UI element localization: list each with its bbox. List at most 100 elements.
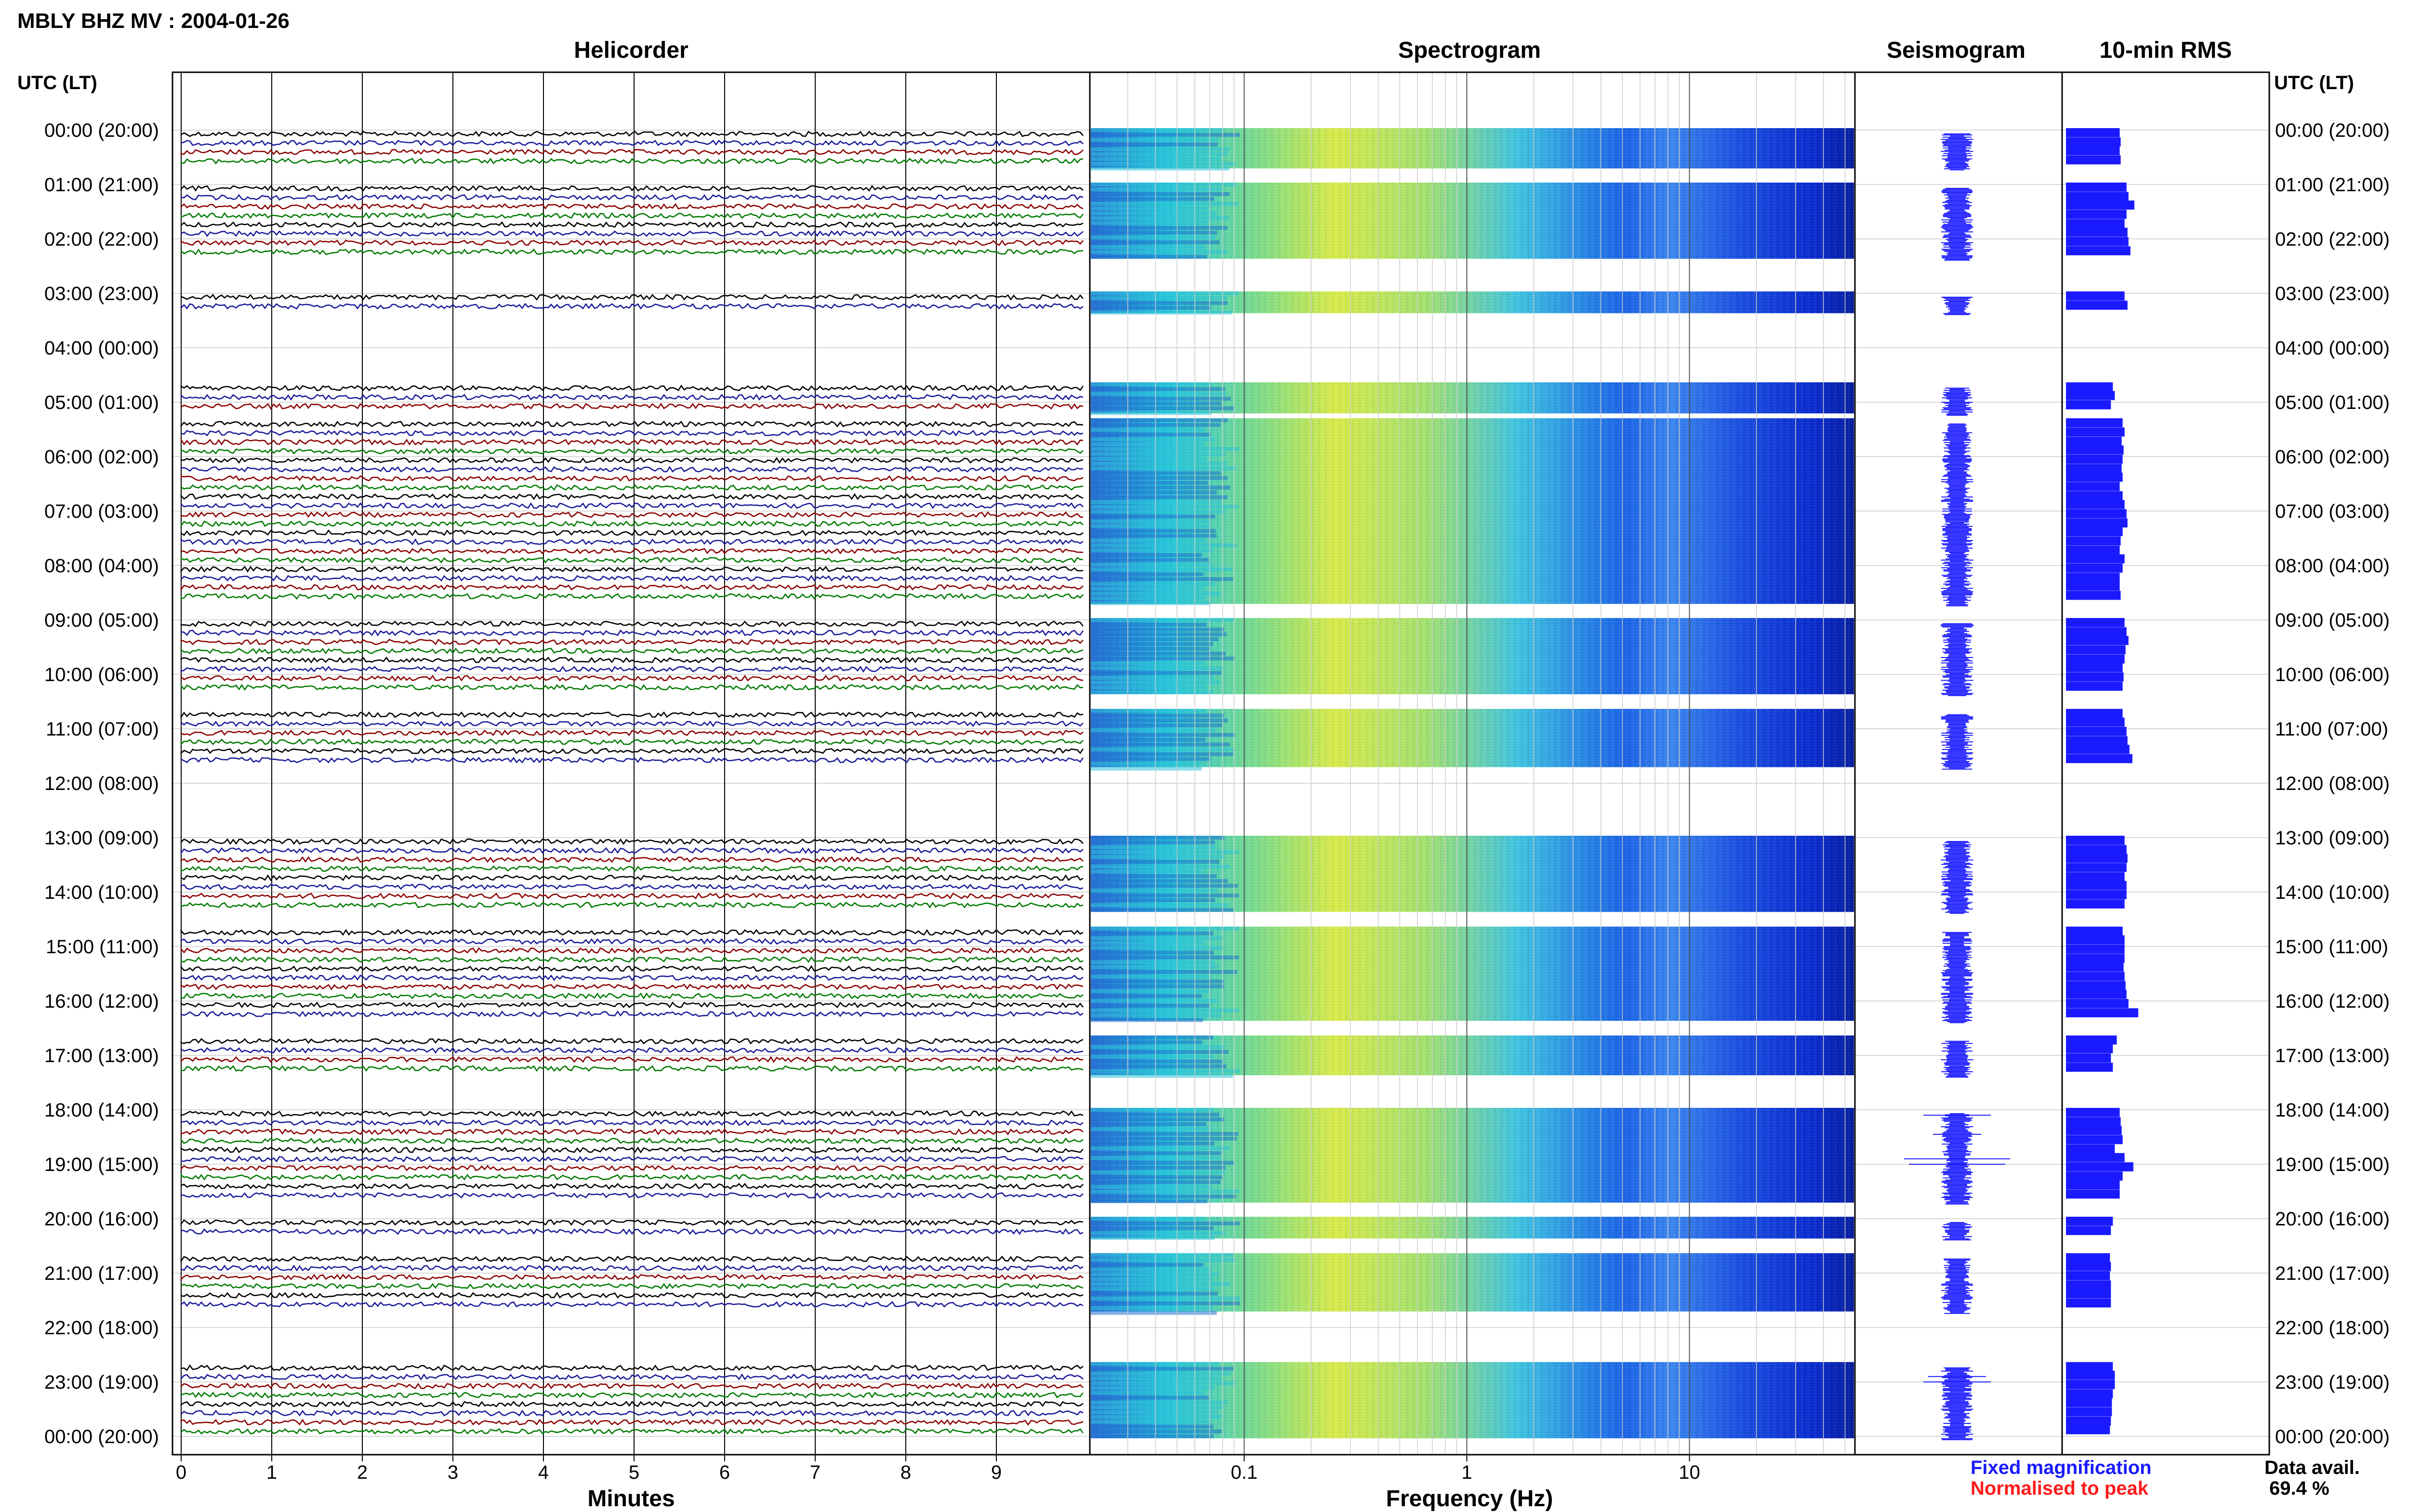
helicorder-trace (180, 992, 1084, 1000)
spectrogram-lowband (1091, 926, 1239, 931)
spectrogram-lowband (1091, 510, 1226, 514)
spectrogram-lowband (1091, 1415, 1222, 1419)
spectrogram-lowband (1091, 461, 1227, 466)
spectrogram-lowband (1091, 147, 1230, 151)
spectrogram-lowband (1091, 661, 1204, 665)
spectrogram-lowband (1091, 1226, 1214, 1230)
rms-bar (2066, 400, 2111, 409)
spectrogram-lowband (1091, 192, 1230, 196)
helicorder-trace (180, 1001, 1084, 1009)
spectrogram-lowband (1091, 1272, 1218, 1276)
rms-bar (2066, 1407, 2112, 1417)
minutes-axis-label: Minutes (587, 1486, 675, 1512)
time-label-left: 10:00 (06:00) (44, 664, 159, 685)
rms-bar (2066, 1053, 2111, 1063)
spectrogram-lowband (1091, 874, 1217, 878)
spectrogram-lowband (1091, 128, 1223, 132)
rms-bar (2066, 1380, 2115, 1389)
helicorder-trace (180, 1065, 1084, 1072)
helicorder-trace (180, 974, 1084, 982)
spectrogram-lowband (1091, 979, 1224, 984)
helicorder-trace (180, 149, 1084, 156)
helicorder-trace (180, 230, 1084, 237)
rms-bar (2066, 1370, 2115, 1380)
spectrogram-lowband (1091, 1410, 1218, 1414)
rms-bar (2066, 1035, 2117, 1045)
spectrogram-lowband (1091, 685, 1206, 689)
rms-panel (2066, 128, 2139, 1434)
rms-bar (2066, 155, 2121, 165)
helicorder-trace (180, 239, 1084, 246)
spectrogram-lowband (1091, 291, 1239, 295)
helicorder-trace (180, 548, 1084, 555)
helicorder-trace (180, 1382, 1084, 1390)
rms-bar (2066, 418, 2123, 428)
time-label-left: 19:00 (15:00) (44, 1154, 159, 1175)
spectrogram-lowband (1091, 296, 1228, 300)
spectrogram-lowband (1091, 1054, 1214, 1059)
spectrogram-lowband (1091, 505, 1239, 509)
minutes-axis: 0 1 2 3 4 5 6 7 8 9 (176, 1455, 1002, 1483)
helicorder-trace (180, 865, 1084, 872)
spectrogram-lowband (1091, 879, 1228, 883)
spectrogram-lowband (1091, 1069, 1240, 1073)
spectrogram-lowband (1091, 411, 1211, 415)
helicorder-trace (180, 892, 1084, 899)
helicorder-trace (180, 1409, 1084, 1417)
spectrogram-lowband (1091, 1118, 1224, 1121)
time-label-right: 14:00 (10:00) (2275, 882, 2390, 903)
spectrogram-lowband (1091, 898, 1216, 902)
minute-tick-label: 4 (538, 1462, 549, 1483)
spectrogram-lowband (1091, 1287, 1215, 1291)
minute-tick-label: 7 (810, 1462, 821, 1483)
spectrogram-lowband (1091, 941, 1203, 945)
spectrogram-lowband (1091, 752, 1233, 756)
spectrogram-lowband (1091, 567, 1233, 572)
helicorder-trace (180, 1401, 1084, 1407)
minute-tick-label: 8 (900, 1462, 911, 1483)
time-label-right: 05:00 (01:00) (2275, 392, 2390, 413)
spectrogram-lowband (1091, 231, 1217, 235)
spectrogram-lowband (1091, 889, 1218, 893)
time-label-left: 13:00 (09:00) (44, 828, 159, 849)
spectrogram-lowband (1091, 1059, 1223, 1064)
helicorder-trace (180, 1301, 1084, 1308)
spectrogram-lowband (1091, 587, 1203, 591)
helicorder-trace (180, 302, 1084, 310)
rms-bar (2066, 989, 2127, 999)
spectrogram-lowband (1091, 447, 1239, 451)
spectrogram-lowband (1091, 690, 1214, 694)
rms-bar (2066, 1117, 2121, 1127)
time-label-left: 18:00 (14:00) (44, 1100, 159, 1121)
spectrogram-lowband (1091, 637, 1219, 641)
rms-bar (2066, 1008, 2139, 1018)
helicorder-trace (180, 983, 1084, 990)
rms-bar (2066, 509, 2127, 518)
spectrogram-lowband (1091, 392, 1226, 396)
legend-fixed-magnification: Fixed magnification (1971, 1457, 2152, 1478)
panel-frame (2061, 71, 2270, 1456)
spectrogram-lowband (1091, 908, 1233, 912)
helicorder-trace (180, 457, 1084, 464)
rms-bar (2066, 1044, 2113, 1053)
spectrogram-lowband (1091, 647, 1210, 651)
rms-bar (2066, 872, 2125, 881)
helicorder-trace (180, 1137, 1084, 1144)
spectrogram-lowband (1091, 1291, 1218, 1296)
spectrogram-lowband (1091, 396, 1231, 401)
spectrogram-lowband (1091, 733, 1235, 737)
spectrogram-lowband (1091, 903, 1230, 907)
time-label-right: 09:00 (05:00) (2275, 610, 2390, 631)
spectrogram-texture (1091, 1035, 1854, 1076)
spectrogram-lowband (1091, 1064, 1227, 1068)
spectrogram-lowband (1091, 245, 1204, 249)
rms-bar (2066, 1280, 2111, 1290)
spectrogram-lowband (1091, 1371, 1231, 1376)
spectrogram-lowband (1091, 401, 1222, 406)
time-label-right: 12:00 (08:00) (2275, 773, 2390, 794)
spectrogram-lowband (1091, 1236, 1215, 1240)
spectrogram-lowband (1091, 202, 1239, 206)
rms-bar (2066, 1262, 2111, 1271)
spectrogram-lowband (1091, 143, 1218, 146)
